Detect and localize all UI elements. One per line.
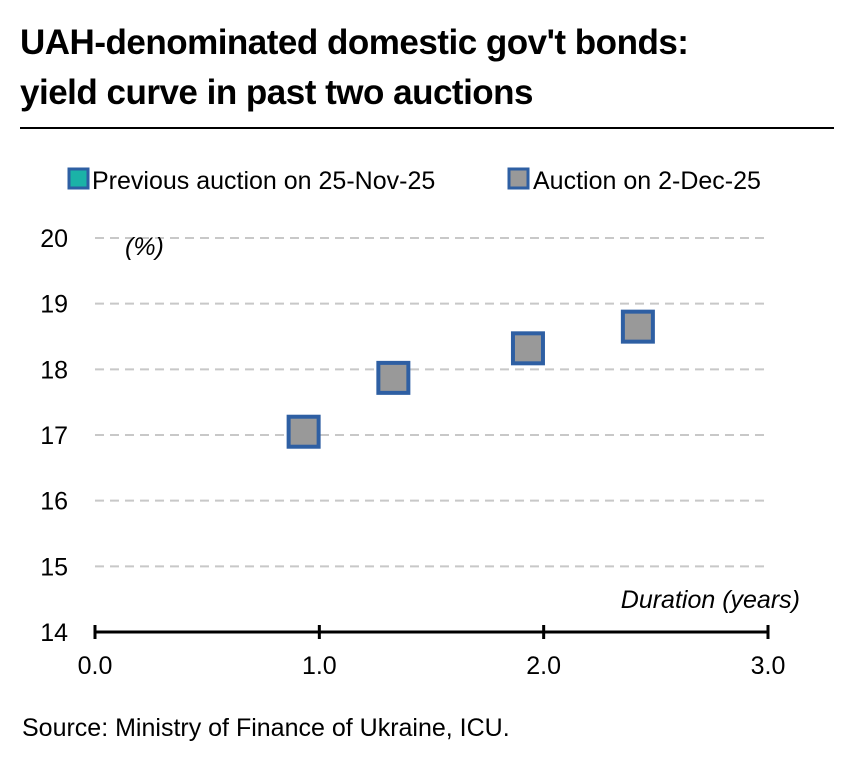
legend-item-previous: Previous auction on 25-Nov-25 xyxy=(67,167,435,195)
data-points xyxy=(286,309,655,449)
title-divider xyxy=(20,127,834,129)
legend-swatch-current xyxy=(507,167,530,190)
y-tick-label: 20 xyxy=(40,225,68,253)
chart-title: UAH-denominated domestic gov't bonds: yi… xyxy=(20,18,820,118)
y-tick-label: 18 xyxy=(40,356,68,384)
x-axis-label: Duration (years) xyxy=(621,586,800,614)
x-tick-label: 3.0 xyxy=(751,652,786,680)
legend-label-previous: Previous auction on 25-Nov-25 xyxy=(92,167,435,195)
data-point-current xyxy=(286,414,321,449)
data-point-current xyxy=(620,309,655,344)
y-tick-labels: 14 15 16 17 18 19 20 xyxy=(40,225,68,647)
chart-title-line-2: yield curve in past two auctions xyxy=(20,73,534,112)
y-tick-label: 15 xyxy=(40,553,68,581)
data-point-current xyxy=(376,360,411,395)
x-ticks: 0.0 1.0 2.0 3.0 xyxy=(78,625,786,680)
chart-title-line-1: UAH-denominated domestic gov't bonds: xyxy=(20,23,689,62)
y-tick-label: 17 xyxy=(40,422,68,450)
y-tick-label: 19 xyxy=(40,291,68,319)
x-tick-label: 0.0 xyxy=(78,652,113,680)
y-unit-label: (%) xyxy=(125,233,164,261)
y-tick-label: 16 xyxy=(40,488,68,516)
legend-label-current: Auction on 2-Dec-25 xyxy=(533,167,761,195)
gridlines xyxy=(95,237,768,568)
legend-item-current: Auction on 2-Dec-25 xyxy=(507,167,761,195)
legend-swatch-previous xyxy=(67,167,90,190)
y-tick-label: 14 xyxy=(40,619,68,647)
legend: Previous auction on 25-Nov-25 Auction on… xyxy=(67,167,761,195)
x-tick-label: 1.0 xyxy=(302,652,337,680)
x-tick-label: 2.0 xyxy=(526,652,561,680)
data-point-current xyxy=(510,331,545,366)
source-note: Source: Ministry of Finance of Ukraine, … xyxy=(22,714,510,742)
